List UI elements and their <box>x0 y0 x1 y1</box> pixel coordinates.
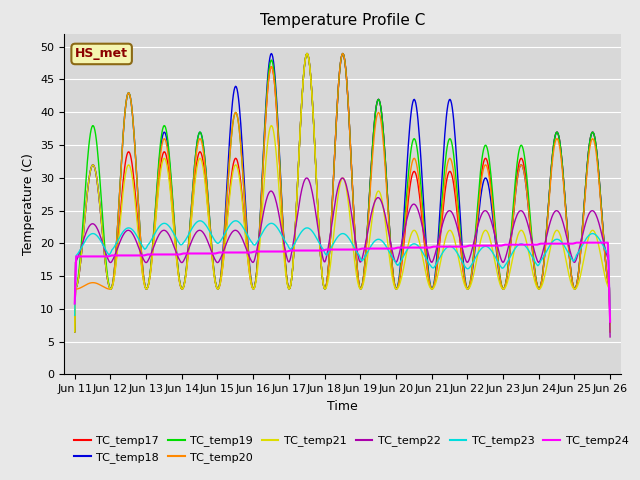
TC_temp19 <box>81 199 88 204</box>
Line: TC_temp24: TC_temp24 <box>75 243 610 322</box>
TC_temp18 <box>81 220 88 226</box>
Line: TC_temp22: TC_temp22 <box>75 178 610 337</box>
TC_temp20 <box>424 268 431 274</box>
TC_temp22 <box>71 297 79 303</box>
TC_temp20 <box>136 221 143 227</box>
TC_temp21 <box>408 229 416 235</box>
TC_temp21 <box>190 190 198 196</box>
TC_temp19 <box>339 50 347 56</box>
TC_temp19 <box>424 265 431 271</box>
TC_temp18 <box>71 329 79 335</box>
TC_temp21 <box>218 269 226 275</box>
Legend: TC_temp17, TC_temp18, TC_temp19, TC_temp20, TC_temp21, TC_temp22, TC_temp23, TC_: TC_temp17, TC_temp18, TC_temp19, TC_temp… <box>70 431 633 468</box>
TC_temp24 <box>81 253 88 259</box>
Line: TC_temp23: TC_temp23 <box>75 221 610 315</box>
TC_temp18 <box>136 221 143 227</box>
TC_temp24 <box>136 252 143 258</box>
TC_temp22 <box>424 248 431 254</box>
TC_temp22 <box>136 247 143 252</box>
TC_temp18 <box>424 260 431 265</box>
TC_temp23 <box>81 239 88 245</box>
Line: TC_temp17: TC_temp17 <box>75 53 610 332</box>
TC_temp23 <box>424 259 431 264</box>
TC_temp17 <box>71 329 79 335</box>
TC_temp17 <box>218 268 226 274</box>
TC_temp17 <box>606 329 614 335</box>
TC_temp21 <box>606 329 614 335</box>
TC_temp22 <box>606 334 614 340</box>
TC_temp17 <box>408 173 416 179</box>
TC_temp21 <box>424 278 431 284</box>
Text: HS_met: HS_met <box>75 48 128 60</box>
TC_temp20 <box>190 176 198 181</box>
TC_temp20 <box>81 283 88 288</box>
TC_temp24 <box>573 240 580 246</box>
TC_temp19 <box>218 262 226 268</box>
Line: TC_temp21: TC_temp21 <box>75 53 610 332</box>
Line: TC_temp20: TC_temp20 <box>75 53 610 332</box>
TC_temp23 <box>606 312 614 318</box>
TC_temp17 <box>136 240 143 246</box>
TC_temp24 <box>423 245 431 251</box>
TC_temp22 <box>303 175 311 181</box>
TC_temp20 <box>606 329 614 335</box>
TC_temp21 <box>136 245 143 251</box>
TC_temp18 <box>408 103 416 109</box>
TC_temp20 <box>71 329 79 335</box>
TC_temp17 <box>339 50 347 56</box>
TC_temp21 <box>303 50 311 56</box>
TC_temp24 <box>218 250 226 255</box>
TC_temp21 <box>71 329 79 335</box>
TC_temp20 <box>408 160 416 166</box>
TC_temp19 <box>136 221 143 227</box>
TC_temp18 <box>218 259 226 264</box>
TC_temp24 <box>190 251 198 256</box>
TC_temp18 <box>606 329 614 335</box>
TC_temp23 <box>136 238 143 243</box>
TC_temp23 <box>71 312 79 318</box>
TC_temp22 <box>218 252 226 258</box>
TC_temp17 <box>424 270 431 276</box>
TC_temp24 <box>408 245 415 251</box>
TC_temp23 <box>218 236 226 241</box>
TC_temp24 <box>71 301 79 307</box>
TC_temp19 <box>190 171 198 177</box>
TC_temp23 <box>190 223 198 228</box>
Line: TC_temp19: TC_temp19 <box>75 53 610 332</box>
Title: Temperature Profile C: Temperature Profile C <box>260 13 425 28</box>
TC_temp21 <box>81 220 88 226</box>
X-axis label: Time: Time <box>327 400 358 413</box>
TC_temp23 <box>408 241 416 247</box>
TC_temp19 <box>408 141 416 147</box>
TC_temp18 <box>190 171 198 177</box>
TC_temp17 <box>190 185 198 191</box>
TC_temp20 <box>218 262 226 268</box>
TC_temp22 <box>81 234 88 240</box>
TC_temp22 <box>190 233 198 239</box>
Y-axis label: Temperature (C): Temperature (C) <box>22 153 35 255</box>
TC_temp22 <box>408 202 416 208</box>
Line: TC_temp18: TC_temp18 <box>75 53 610 332</box>
TC_temp24 <box>606 319 614 324</box>
TC_temp17 <box>81 220 88 226</box>
TC_temp19 <box>606 329 614 335</box>
TC_temp19 <box>71 329 79 335</box>
TC_temp18 <box>339 50 347 56</box>
TC_temp20 <box>339 50 347 56</box>
TC_temp23 <box>232 218 239 224</box>
